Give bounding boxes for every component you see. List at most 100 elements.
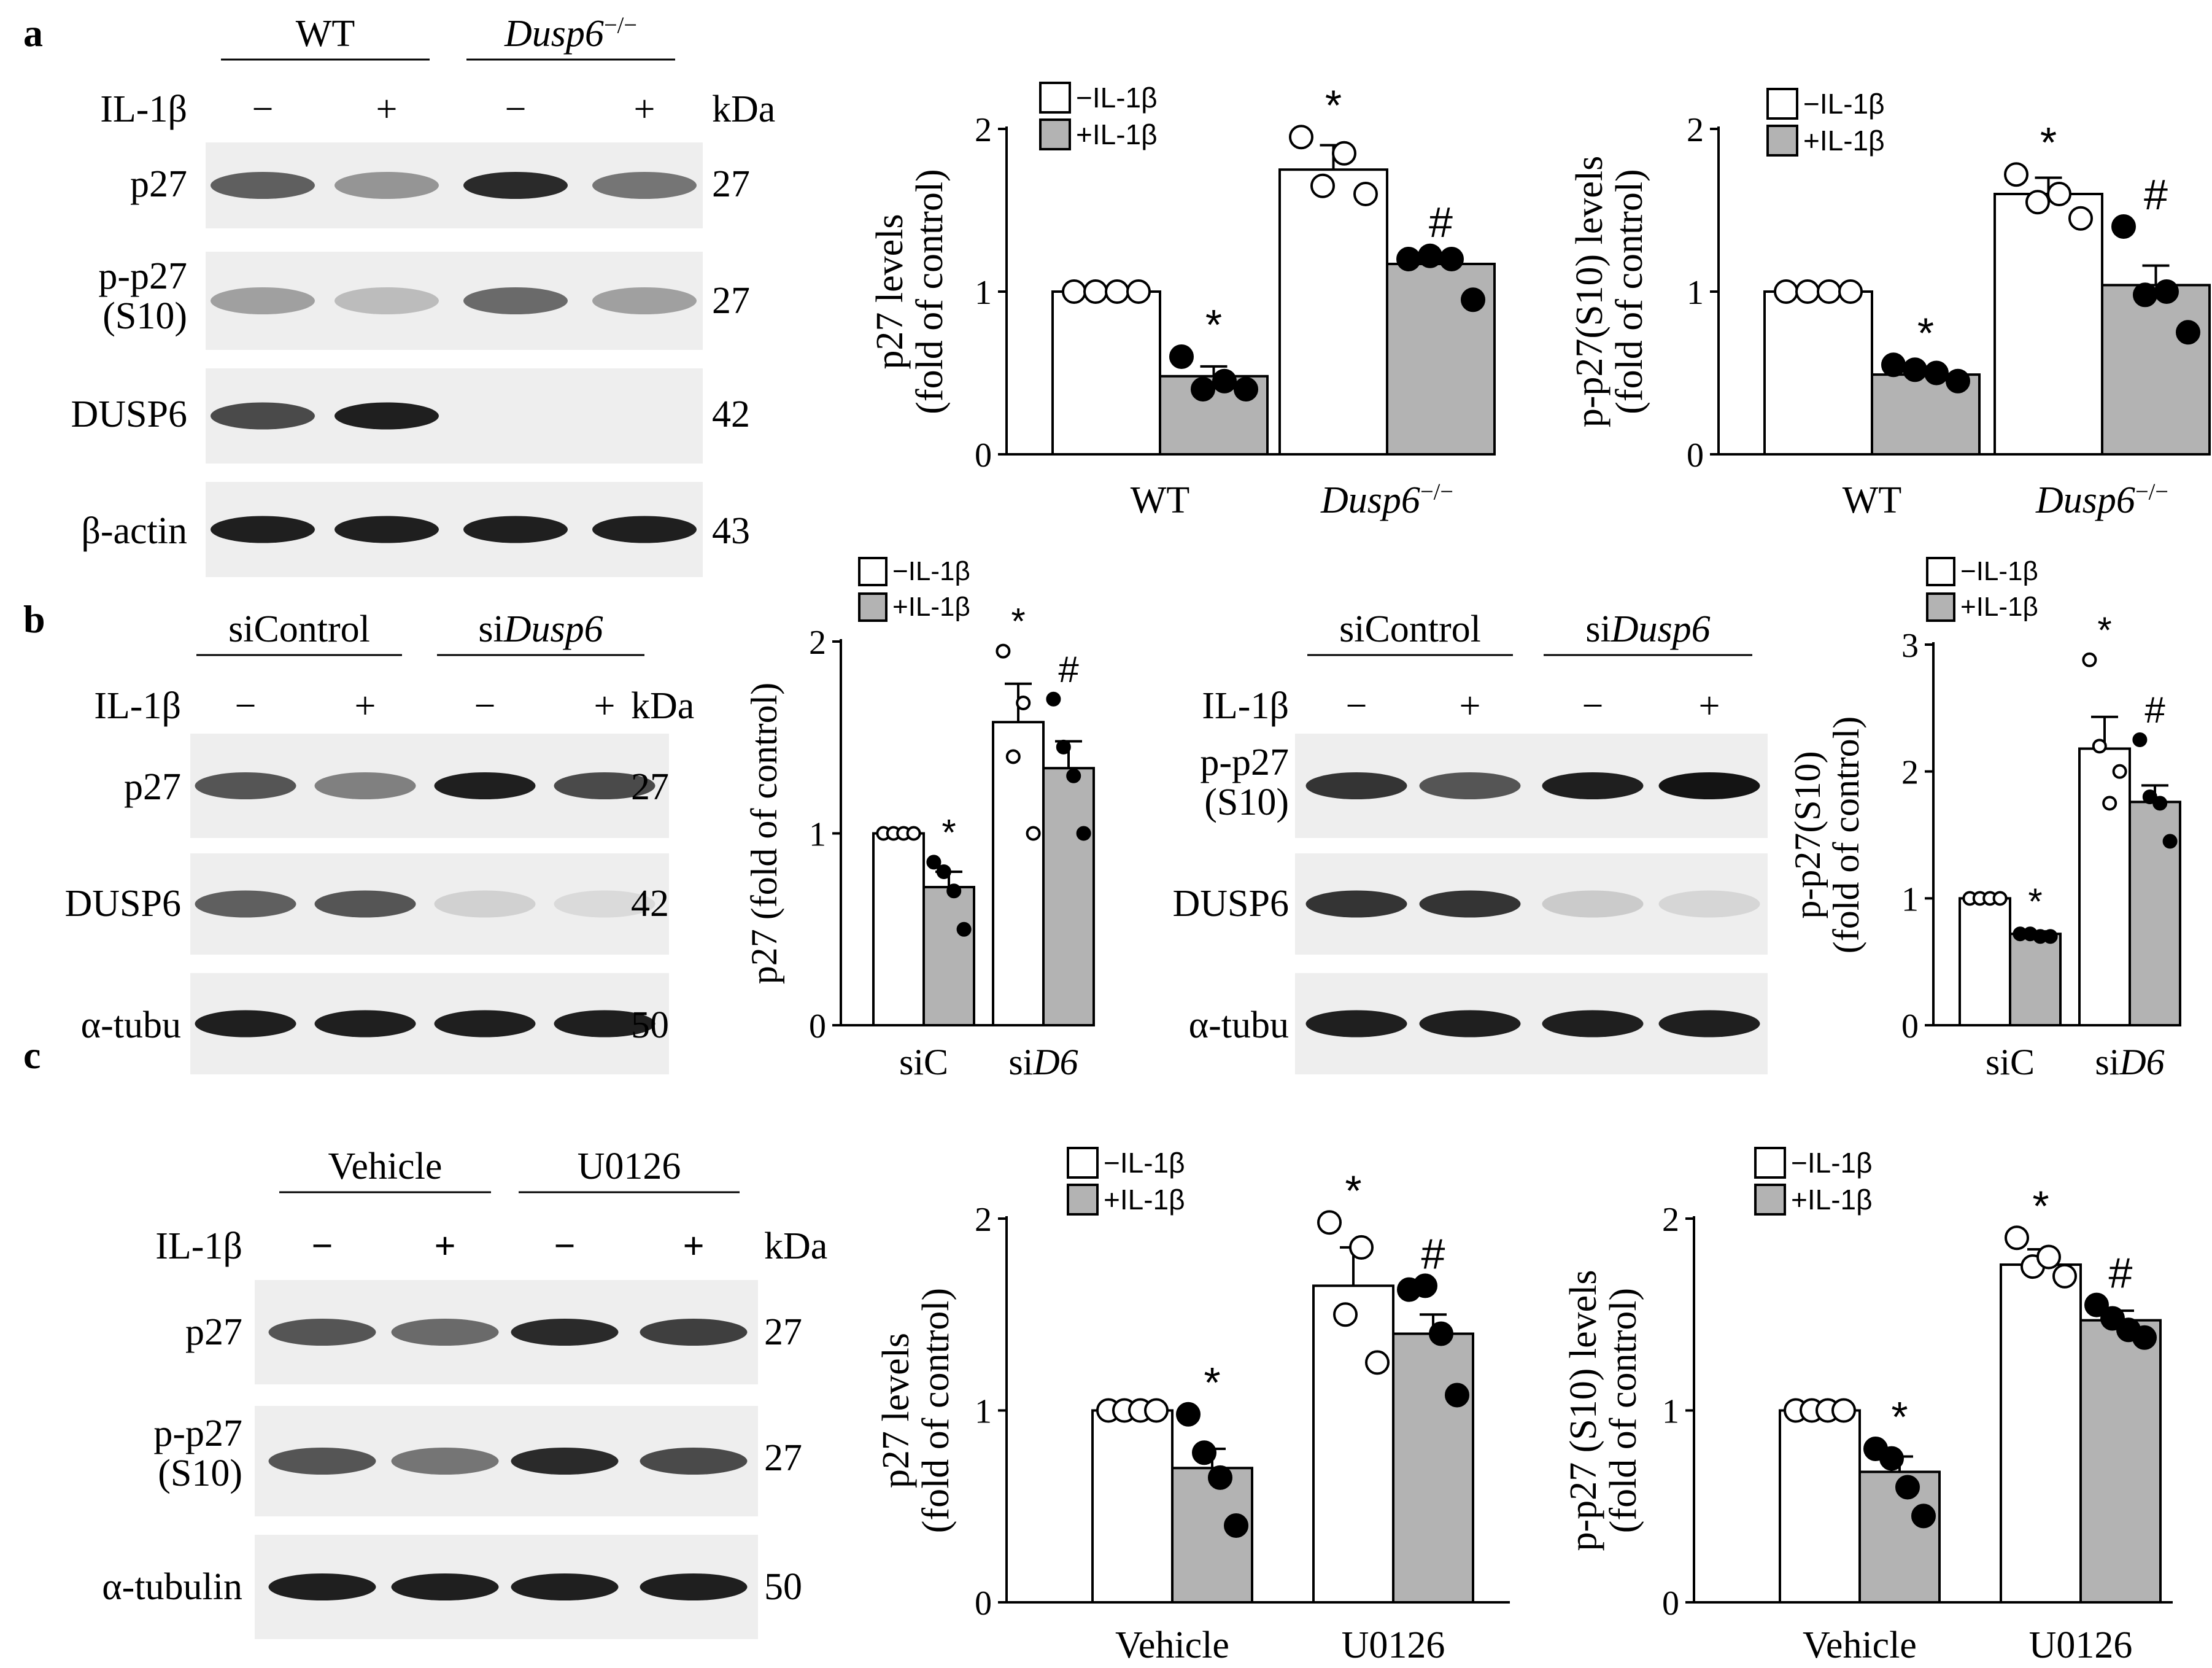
data-point bbox=[1396, 247, 1421, 271]
data-point bbox=[1046, 691, 1061, 707]
protein-band bbox=[195, 772, 296, 799]
kda-value: 42 bbox=[712, 394, 750, 435]
bar bbox=[1959, 897, 2011, 1027]
significance-mark: * bbox=[2040, 118, 2057, 166]
legend-label: +IL-1β bbox=[1791, 1184, 1873, 1216]
data-point bbox=[2133, 282, 2157, 308]
bar bbox=[1994, 193, 2103, 456]
protein-band bbox=[314, 890, 416, 918]
y-tick-label: 0 bbox=[1662, 1585, 1679, 1623]
legend-swatch bbox=[1754, 1184, 1786, 1216]
legend-swatch bbox=[1766, 125, 1798, 157]
significance-mark: * bbox=[942, 812, 956, 853]
row-label-line: p27 bbox=[130, 163, 187, 205]
kda-value: 50 bbox=[631, 1004, 669, 1046]
legend-label: +IL-1β bbox=[1960, 592, 2038, 622]
data-point bbox=[1016, 696, 1031, 710]
lane-sign: + bbox=[634, 88, 655, 130]
protein-band bbox=[391, 1448, 499, 1475]
kda-header: kDa bbox=[631, 685, 694, 727]
y-axis-label-line: p-p27 (S10) levels bbox=[1563, 1270, 1604, 1551]
data-point bbox=[1817, 279, 1841, 304]
protein-band bbox=[335, 402, 439, 430]
protein-band bbox=[335, 516, 439, 543]
data-point bbox=[1774, 279, 1798, 304]
bar bbox=[2078, 747, 2131, 1026]
x-category-label-superscript: −/− bbox=[1420, 479, 1453, 505]
bar bbox=[992, 721, 1045, 1026]
data-point bbox=[1946, 368, 1970, 394]
y-axis-label-line: p-p27(S10) bbox=[1787, 751, 1828, 918]
protein-band bbox=[1658, 1010, 1760, 1038]
western-blot-b-right: siControl siDusp6 IL-1β − + − + p-p27 (S10) DUSP6… bbox=[1172, 608, 1768, 1074]
x-category-label: siC bbox=[899, 1042, 948, 1082]
significance-mark: # bbox=[2144, 171, 2168, 219]
legend-label: −IL-1β bbox=[892, 556, 970, 586]
x-category-label-gene: Dusp6 bbox=[2035, 479, 2135, 521]
bar bbox=[1386, 262, 1496, 456]
treatment-label: IL-1β bbox=[100, 88, 187, 130]
protein-band bbox=[1419, 890, 1521, 918]
legend-swatch bbox=[1766, 88, 1798, 120]
protein-band bbox=[554, 772, 655, 799]
protein-band bbox=[592, 172, 697, 199]
bar bbox=[872, 832, 925, 1026]
data-point bbox=[1413, 1273, 1437, 1298]
row-label: p-p27 (S10) bbox=[1200, 742, 1289, 823]
data-point bbox=[2068, 206, 2093, 231]
bar bbox=[2000, 1263, 2082, 1604]
x-category-label: U0126 bbox=[1342, 1624, 1445, 1666]
x-category-label: siD6 bbox=[1008, 1042, 1078, 1082]
legend-label: +IL-1β bbox=[892, 592, 970, 622]
lane-sign: − bbox=[474, 685, 496, 727]
data-point bbox=[2152, 796, 2168, 811]
data-point bbox=[926, 855, 942, 870]
x-category-label: Dusp6−/− bbox=[2035, 479, 2168, 521]
treatment-label: IL-1β bbox=[94, 685, 181, 727]
data-point bbox=[2102, 796, 2117, 811]
data-point bbox=[1333, 1302, 1358, 1327]
lane-sign: + bbox=[594, 685, 616, 727]
protein-band bbox=[195, 890, 296, 918]
protein-band bbox=[1542, 890, 1644, 918]
bar bbox=[1763, 290, 1873, 456]
protein-band bbox=[463, 287, 568, 314]
legend-label: −IL-1β bbox=[1104, 1147, 1185, 1179]
row-label: DUSP6 bbox=[1172, 883, 1289, 925]
data-point bbox=[1176, 1402, 1201, 1427]
lane-sign: + bbox=[1460, 685, 1481, 727]
data-point bbox=[1224, 1513, 1248, 1538]
x-category-label: WT bbox=[1131, 479, 1189, 521]
lane-sign: − bbox=[554, 1225, 575, 1267]
protein-band bbox=[195, 1010, 296, 1038]
significance-mark: * bbox=[1205, 301, 1222, 349]
row-label-line: α-tubulin bbox=[102, 1566, 242, 1608]
y-tick-label: 1 bbox=[1687, 274, 1704, 312]
data-point bbox=[1066, 768, 1081, 783]
y-axis-label-line: (fold of control) bbox=[1826, 716, 1866, 954]
row-label: β-actin bbox=[81, 510, 187, 552]
row-label-line: (S10) bbox=[158, 1453, 242, 1494]
y-tick-label: 2 bbox=[975, 111, 992, 149]
western-blot-a: WT Dusp6−/− IL-1β − + − + kDa p27 27 p-p27 (S10) 27 D… bbox=[71, 12, 775, 577]
bar bbox=[1278, 168, 1388, 456]
protein-band bbox=[335, 172, 439, 199]
legend-label: −IL-1β bbox=[1076, 82, 1158, 114]
protein-band bbox=[434, 890, 536, 918]
row-label: p-p27 (S10) bbox=[98, 255, 187, 337]
group-label-superscript: −/− bbox=[604, 12, 637, 38]
group-label-gene: Dusp6 bbox=[1611, 608, 1711, 650]
data-point bbox=[1026, 826, 1041, 841]
y-tick-label: 2 bbox=[1901, 754, 1919, 792]
data-point bbox=[1429, 1321, 1453, 1346]
bar bbox=[1779, 1409, 1861, 1604]
data-point bbox=[2036, 1244, 2061, 1270]
row-label-line: (S10) bbox=[1204, 782, 1289, 823]
data-point bbox=[1795, 279, 1820, 304]
row-label-line: α-tubu bbox=[81, 1004, 181, 1046]
row-label: α-tubu bbox=[1189, 1004, 1289, 1046]
data-point bbox=[2092, 739, 2107, 754]
bar-chart-c2: 0 1 2 p-p27 (S10) levels(fold of control) * V… bbox=[1563, 1147, 2173, 1666]
panel-letter-c: c bbox=[23, 1033, 41, 1077]
